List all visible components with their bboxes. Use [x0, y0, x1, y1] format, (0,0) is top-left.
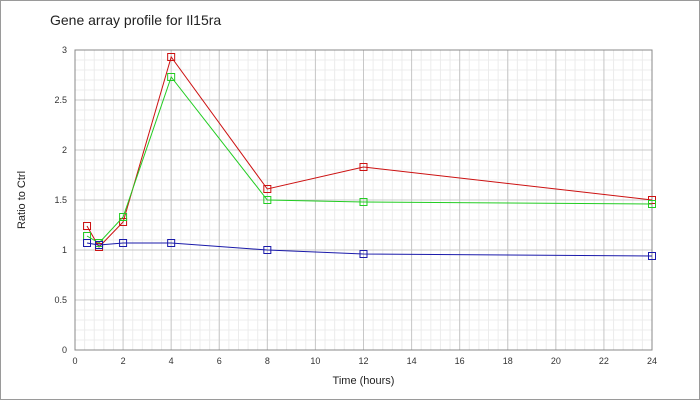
series-line	[86, 55, 653, 248]
series-line	[86, 242, 653, 257]
x-axis-ticks: 0 2 4 6 8 10 12 14 16 18 20 22 24	[72, 356, 657, 366]
y-tick-label: 1	[62, 245, 67, 255]
data-point-marker	[83, 239, 92, 247]
x-tick-label: 0	[72, 356, 77, 366]
y-tick-label: 0.5	[54, 295, 67, 305]
x-tick-label: 18	[503, 356, 513, 366]
x-tick-label: 10	[310, 356, 320, 366]
data-point-marker	[263, 246, 272, 254]
data-point-marker	[359, 198, 368, 206]
x-tick-label: 24	[647, 356, 657, 366]
chart-title: Gene array profile for Il15ra	[50, 12, 222, 28]
data-point-marker	[359, 163, 368, 171]
data-point-marker	[167, 239, 176, 247]
x-tick-label: 20	[551, 356, 561, 366]
x-tick-label: 16	[455, 356, 465, 366]
data-point-marker	[167, 73, 176, 81]
x-tick-label: 6	[217, 356, 222, 366]
y-tick-label: 2	[62, 145, 67, 155]
x-axis-label: Time (hours)	[333, 375, 395, 387]
y-tick-label: 0	[62, 345, 67, 355]
data-point-marker	[648, 252, 656, 260]
series-3	[83, 239, 656, 260]
data-point-marker	[119, 239, 128, 247]
x-tick-label: 14	[407, 356, 417, 366]
data-point-marker	[263, 196, 272, 204]
y-axis-ticks: 0 0.5 1 1.5 2 2.5 3	[54, 45, 67, 355]
x-tick-label: 22	[599, 356, 609, 366]
data-point-marker	[167, 53, 176, 61]
y-tick-label: 2.5	[54, 95, 67, 105]
x-tick-label: 2	[121, 356, 126, 366]
series-layer	[83, 53, 656, 260]
data-point-marker	[359, 250, 368, 258]
data-point-marker	[119, 213, 128, 221]
y-tick-label: 3	[62, 45, 67, 55]
data-point-marker	[95, 241, 104, 249]
y-tick-label: 1.5	[54, 195, 67, 205]
data-point-marker	[263, 185, 272, 193]
data-point-marker	[119, 218, 128, 226]
x-tick-label: 4	[169, 356, 174, 366]
x-tick-label: 12	[358, 356, 368, 366]
y-axis-label: Ratio to Ctrl	[16, 171, 28, 229]
series-line	[86, 75, 653, 244]
data-point-marker	[648, 200, 656, 208]
data-point-marker	[83, 222, 92, 230]
x-tick-label: 8	[265, 356, 270, 366]
